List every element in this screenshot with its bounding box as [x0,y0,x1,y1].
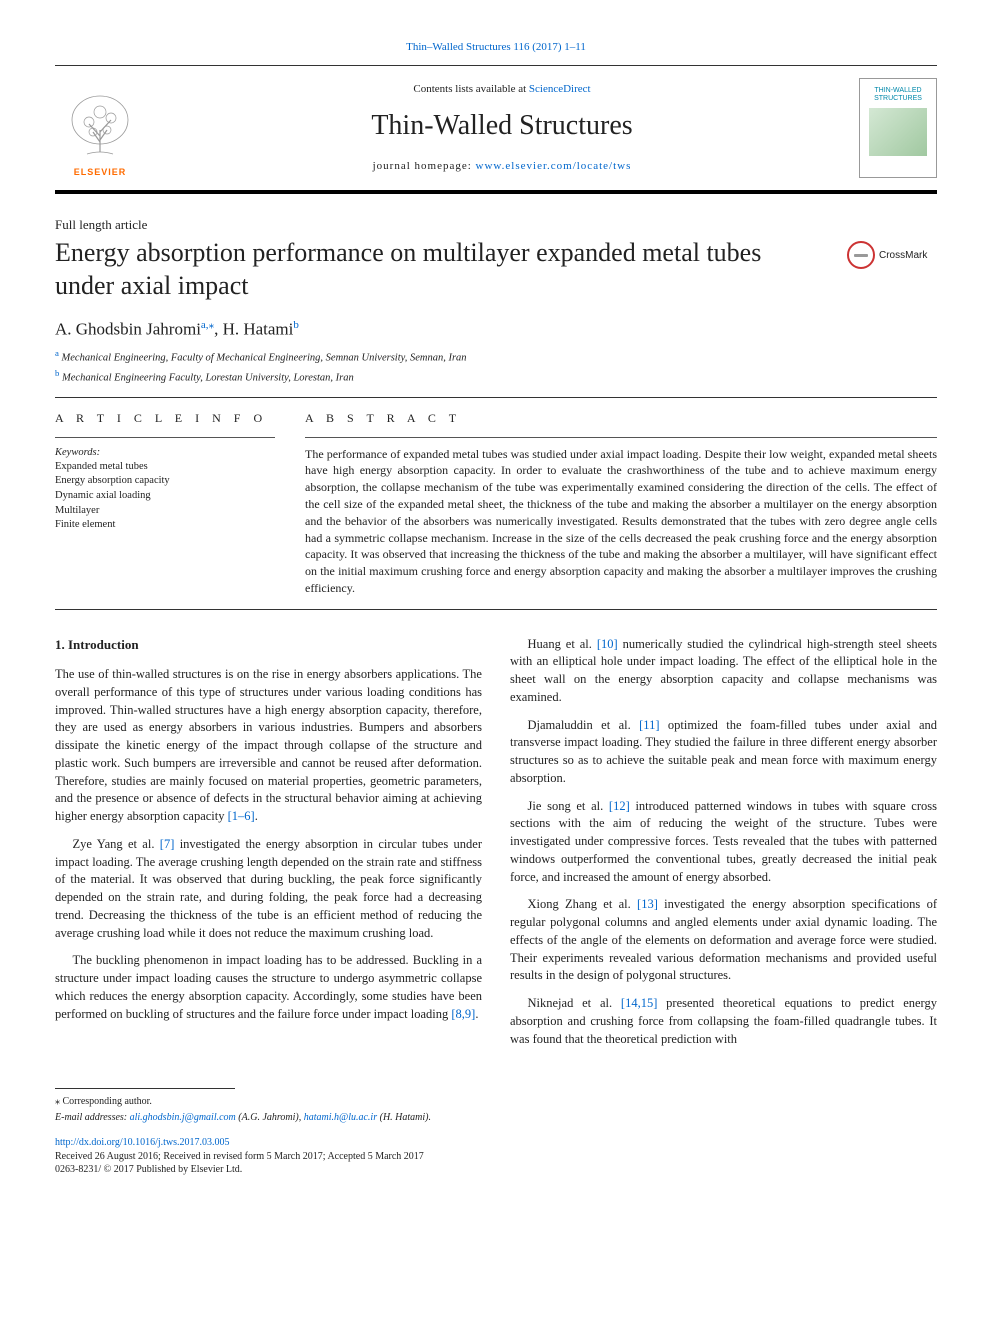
citation-link[interactable]: [11] [639,718,659,732]
para-text: Djamaluddin et al. [528,718,640,732]
keyword-item: Finite element [55,518,275,533]
citation-link[interactable]: [14,15] [621,996,657,1010]
divider [55,397,937,398]
email-link-2[interactable]: hatami.h@lu.ac.ir [304,1112,377,1123]
keyword-item: Dynamic axial loading [55,489,275,504]
cover-title: THIN-WALLED STRUCTURES [860,87,936,102]
title-row: Energy absorption performance on multila… [55,237,937,318]
cover-image-icon [869,108,927,156]
author-separator: , [214,320,223,339]
homepage-link[interactable]: www.elsevier.com/locate/tws [476,160,632,172]
affiliation-b: b Mechanical Engineering Faculty, Lorest… [55,368,937,386]
citation-link[interactable]: [13] [637,897,658,911]
citation-link[interactable]: [7] [160,837,175,851]
author-1: A. Ghodsbin Jahromi [55,320,201,339]
para-text: Niknejad et al. [528,996,621,1010]
citation-link[interactable]: [8,9] [451,1007,475,1021]
keyword-item: Multilayer [55,504,275,519]
corr-text: Corresponding author. [60,1096,152,1107]
abstract-heading: A B S T R A C T [305,410,937,426]
info-abstract-row: A R T I C L E I N F O Keywords: Expanded… [55,410,937,596]
crossmark-icon [847,241,875,269]
contents-line: Contents lists available at ScienceDirec… [145,82,859,97]
affil-a-text: Mechanical Engineering, Faculty of Mecha… [59,352,467,363]
keyword-item: Expanded metal tubes [55,460,275,475]
body-paragraph: Jie song et al. [12] introduced patterne… [510,798,937,887]
body-paragraph: Xiong Zhang et al. [13] investigated the… [510,896,937,985]
issue-citation[interactable]: Thin–Walled Structures 116 (2017) 1–11 [55,40,937,55]
para-text: The buckling phenomenon in impact loadin… [55,953,482,1020]
body-paragraph: Djamaluddin et al. [11] optimized the fo… [510,717,937,788]
divider [55,609,937,610]
affil-b-text: Mechanical Engineering Faculty, Lorestan… [59,372,353,383]
journal-homepage: journal homepage: www.elsevier.com/locat… [145,159,859,174]
body-paragraph: The buckling phenomenon in impact loadin… [55,952,482,1023]
affiliation-a: a Mechanical Engineering, Faculty of Mec… [55,348,937,366]
body-columns: 1. Introduction The use of thin-walled s… [55,636,937,1049]
elsevier-tree-icon [65,92,135,164]
para-text: Jie song et al. [528,799,609,813]
abstract-divider [305,437,937,438]
email-link-1[interactable]: ali.ghodsbin.j@gmail.com [130,1112,236,1123]
email-addresses-line: E-mail addresses: ali.ghodsbin.j@gmail.c… [55,1111,937,1125]
received-dates: Received 26 August 2016; Received in rev… [55,1150,937,1164]
para-text: The use of thin-walled structures is on … [55,667,482,823]
citation-link[interactable]: [10] [597,637,618,651]
email-1-who: (A.G. Jahromi), [236,1112,304,1123]
publisher-logo[interactable]: ELSEVIER [55,78,145,178]
body-paragraph: Zye Yang et al. [7] investigated the ene… [55,836,482,943]
masthead-center: Contents lists available at ScienceDirec… [145,82,859,173]
author-2: H. Hatami [223,320,294,339]
journal-masthead: ELSEVIER Contents lists available at Sci… [55,65,937,194]
doi-link[interactable]: http://dx.doi.org/10.1016/j.tws.2017.03.… [55,1136,937,1150]
issn-copyright: 0263-8231/ © 2017 Published by Elsevier … [55,1163,937,1177]
corresponding-author-note: ⁎ Corresponding author. [55,1095,937,1109]
citation-link[interactable]: [1–6] [228,809,255,823]
para-text: Xiong Zhang et al. [528,897,638,911]
crossmark-label: CrossMark [879,249,927,263]
keyword-item: Energy absorption capacity [55,474,275,489]
body-paragraph: Huang et al. [10] numerically studied th… [510,636,937,707]
journal-name: Thin-Walled Structures [145,107,859,145]
homepage-prefix: journal homepage: [373,160,476,172]
abstract-text: The performance of expanded metal tubes … [305,446,937,597]
author-2-affil-link[interactable]: b [293,319,299,331]
citation-link[interactable]: [12] [609,799,630,813]
abstract-column: A B S T R A C T The performance of expan… [305,410,937,596]
email-2-who: (H. Hatami). [377,1112,431,1123]
page: Thin–Walled Structures 116 (2017) 1–11 E… [0,0,992,1207]
authors-line: A. Ghodsbin Jahromia,⁎, H. Hatamib [55,318,937,342]
para-text: Zye Yang et al. [73,837,160,851]
para-text: Huang et al. [528,637,597,651]
article-title: Energy absorption performance on multila… [55,237,827,302]
author-1-affil-link[interactable]: a, [201,319,209,331]
period: . [475,1007,478,1021]
article-info-column: A R T I C L E I N F O Keywords: Expanded… [55,410,275,596]
article-type: Full length article [55,216,937,234]
article-info-heading: A R T I C L E I N F O [55,410,275,426]
footnote-divider [55,1088,235,1089]
sciencedirect-link[interactable]: ScienceDirect [529,83,591,95]
issue-citation-link[interactable]: Thin–Walled Structures 116 (2017) 1–11 [406,41,586,53]
body-paragraph: The use of thin-walled structures is on … [55,666,482,826]
email-label: E-mail addresses: [55,1112,130,1123]
keywords-label: Keywords: [55,446,275,460]
period: . [255,809,258,823]
crossmark-badge[interactable]: CrossMark [847,241,937,269]
info-divider [55,437,275,438]
publisher-name: ELSEVIER [74,166,127,178]
body-paragraph: Niknejad et al. [14,15] presented theore… [510,995,937,1048]
journal-cover-thumbnail[interactable]: THIN-WALLED STRUCTURES [859,78,937,178]
contents-prefix: Contents lists available at [413,83,528,95]
para-text: investigated the energy absorption in ci… [55,837,482,940]
section-heading-introduction: 1. Introduction [55,636,482,654]
doi-url[interactable]: http://dx.doi.org/10.1016/j.tws.2017.03.… [55,1137,230,1148]
